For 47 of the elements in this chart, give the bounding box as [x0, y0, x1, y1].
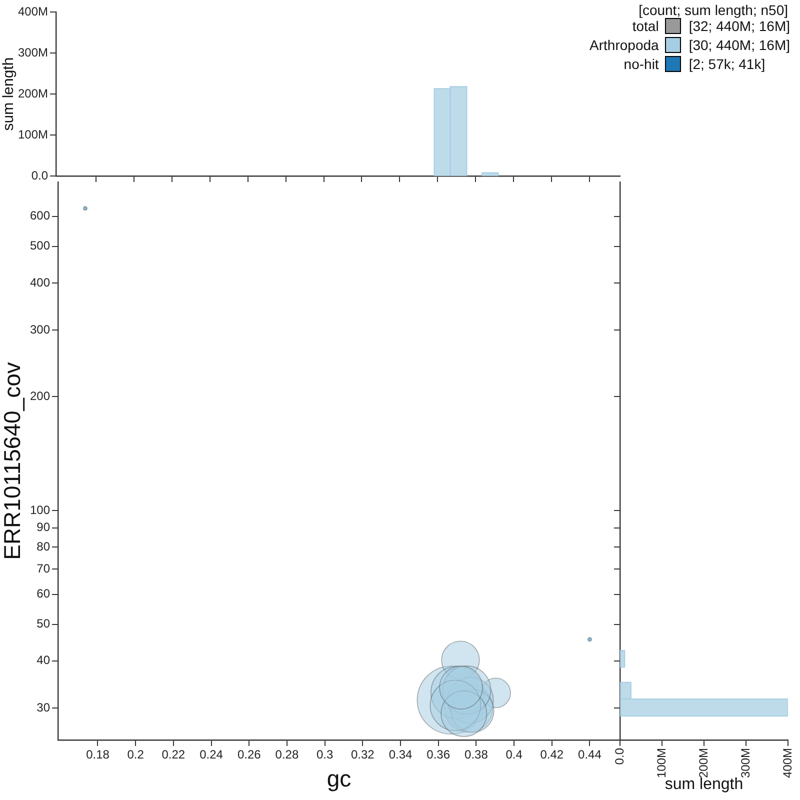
y-tick-label: 500	[30, 238, 50, 253]
x-tick-label: 0.34	[388, 748, 412, 762]
text: [30; 440M; 16M]	[688, 37, 790, 53]
text: total	[631, 18, 659, 34]
y-tick-label: 300M	[18, 45, 48, 60]
x-tick-label: 0.0	[612, 748, 626, 765]
y-tick-label: 100	[30, 502, 50, 517]
x-tick-label: 0.3	[316, 748, 334, 762]
y-axis-title: sum length	[0, 57, 18, 131]
legend-label: Arthropoda	[590, 37, 659, 53]
x-tick-label: 0.36	[426, 748, 450, 762]
y-tick-label: 400M	[18, 4, 48, 18]
x-tick-label: 0.24	[200, 748, 224, 762]
legend-title: [count; sum length; n50]	[638, 2, 789, 18]
y-tick-label: 70	[36, 561, 50, 576]
x-tick-label: 0.22	[162, 748, 186, 762]
x-tick-label: 0.2	[127, 748, 144, 762]
y-tick-label: 100M	[18, 127, 48, 142]
y-tick-label: 200	[30, 389, 50, 404]
x-tick-label: 0.38	[464, 748, 488, 762]
x-tick-label: 0.32	[350, 748, 375, 762]
y-tick-label: 90	[36, 520, 50, 534]
x-tick-label: 100M	[654, 748, 668, 778]
y-tick-label: 50	[36, 616, 50, 631]
text: [32; 440M; 16M]	[688, 18, 790, 34]
y-tick-label: 200M	[18, 86, 48, 100]
x-tick-label: 0.18	[86, 748, 110, 762]
x-tick-label: 0.4	[506, 748, 523, 762]
y-tick-label: 300	[30, 322, 50, 336]
x-axis-title: gc	[326, 766, 352, 792]
y-tick-label: 600	[30, 208, 50, 223]
x-tick-label: 0.42	[540, 748, 564, 762]
x-tick-label: 300M	[738, 748, 752, 778]
x-tick-label: 200M	[696, 748, 710, 778]
text: [2; 57k; 41k]	[688, 56, 766, 72]
x-tick-label: 0.28	[275, 748, 299, 762]
y-tick-label: 400	[30, 275, 50, 290]
x-tick-label: 0.44	[578, 748, 602, 762]
y-tick-label: 40	[36, 653, 50, 668]
y-axis-title: ERR10115640_cov	[0, 362, 26, 560]
y-tick-label: 80	[36, 539, 50, 554]
y-tick-label: 30	[36, 700, 50, 714]
x-tick-label: 0.26	[237, 748, 262, 762]
legend-label: no-hit	[622, 56, 659, 72]
x-tick-label: 400M	[780, 748, 794, 778]
y-tick-label: 60	[36, 586, 50, 601]
y-tick-label: 0.0	[31, 168, 48, 182]
